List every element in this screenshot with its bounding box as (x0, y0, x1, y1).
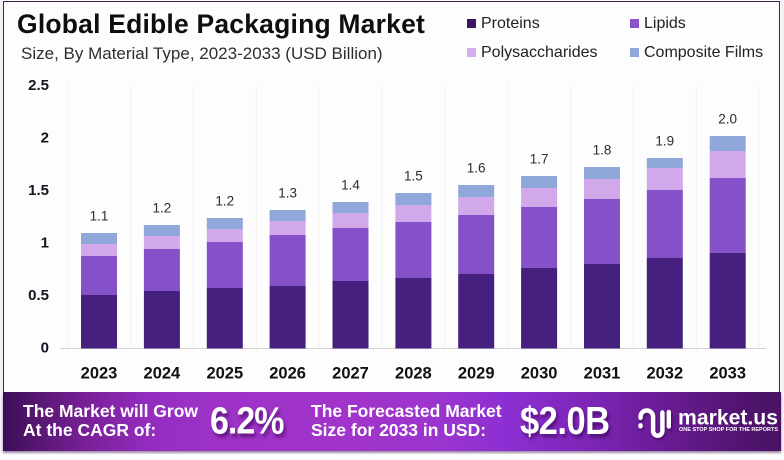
svg-text:market.us: market.us (678, 406, 778, 429)
svg-text:2033: 2033 (709, 365, 746, 383)
svg-text:2026: 2026 (269, 365, 306, 383)
svg-text:2031: 2031 (584, 365, 621, 383)
svg-text:1.9: 1.9 (655, 134, 674, 149)
svg-text:1.7: 1.7 (530, 152, 549, 167)
svg-text:1.2: 1.2 (215, 194, 234, 209)
svg-text:2027: 2027 (332, 365, 369, 383)
svg-text:2.0: 2.0 (718, 112, 737, 127)
svg-text:2028: 2028 (395, 365, 432, 383)
svg-text:2.5: 2.5 (28, 77, 49, 94)
svg-text:2024: 2024 (144, 365, 182, 383)
svg-text:1.4: 1.4 (341, 178, 360, 193)
svg-text:0.5: 0.5 (28, 287, 49, 304)
svg-text:1.3: 1.3 (278, 186, 297, 201)
svg-text:2029: 2029 (458, 365, 495, 383)
svg-text:1.5: 1.5 (28, 182, 49, 199)
svg-text:ONE STOP SHOP FOR THE REPORTS: ONE STOP SHOP FOR THE REPORTS (679, 427, 779, 433)
svg-text:1: 1 (41, 235, 49, 252)
svg-text:1.2: 1.2 (153, 201, 172, 216)
svg-text:1.1: 1.1 (90, 209, 109, 224)
svg-text:1.8: 1.8 (593, 143, 612, 158)
svg-text:2030: 2030 (521, 365, 558, 383)
svg-text:2023: 2023 (81, 365, 118, 383)
svg-text:1.5: 1.5 (404, 169, 423, 184)
svg-text:2025: 2025 (206, 365, 243, 383)
svg-text:0: 0 (41, 340, 49, 357)
svg-text:2032: 2032 (646, 365, 683, 383)
svg-text:1.6: 1.6 (467, 161, 486, 176)
svg-text:2: 2 (41, 130, 49, 147)
